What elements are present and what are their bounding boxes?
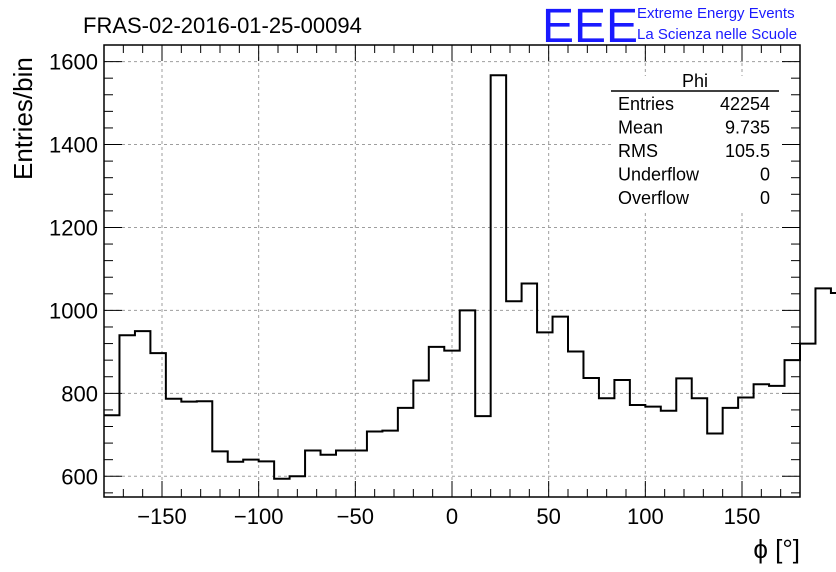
histogram-bin bbox=[413, 380, 428, 497]
stats-row-label: Overflow bbox=[618, 188, 690, 208]
histogram-bin bbox=[614, 380, 629, 497]
histogram-bin bbox=[104, 415, 119, 497]
grid-lines bbox=[104, 45, 800, 497]
histogram-bin bbox=[166, 399, 181, 497]
logo-line-2: La Scienza nelle Scuole bbox=[637, 26, 797, 43]
stats-row-value: 105.5 bbox=[725, 141, 770, 161]
histogram-bin bbox=[645, 407, 660, 497]
histogram-bin bbox=[506, 301, 521, 497]
histogram-bin bbox=[738, 397, 753, 497]
stats-row-label: Underflow bbox=[618, 165, 700, 185]
histogram-bin bbox=[460, 310, 475, 497]
x-axis-title: ϕ [°] bbox=[753, 534, 800, 564]
histogram-bin bbox=[475, 416, 490, 497]
histogram-bin bbox=[181, 402, 196, 497]
histogram-bin bbox=[800, 344, 815, 497]
stats-box-background bbox=[611, 76, 779, 210]
x-tick-label: −100 bbox=[234, 504, 284, 529]
histogram-bin bbox=[367, 431, 382, 497]
histogram-bin bbox=[723, 408, 738, 497]
histogram-bin bbox=[815, 288, 830, 497]
histogram-bin bbox=[398, 408, 413, 497]
x-tick-label: −150 bbox=[137, 504, 187, 529]
y-tick-label: 600 bbox=[61, 464, 98, 489]
y-axis-title: Entries/bin bbox=[8, 57, 38, 180]
histogram-bin bbox=[382, 431, 397, 497]
chart-title: FRAS-02-2016-01-25-00094 bbox=[83, 13, 362, 38]
histogram-bin bbox=[119, 335, 134, 497]
histogram-bars bbox=[104, 74, 836, 497]
histogram-bin bbox=[676, 378, 691, 497]
y-tick-label: 1000 bbox=[49, 298, 98, 323]
histogram-bin bbox=[692, 398, 707, 497]
histogram-bin bbox=[630, 405, 645, 497]
stats-row-label: Entries bbox=[618, 94, 674, 114]
logo-line-1: Extreme Energy Events bbox=[637, 5, 795, 22]
histogram-bin bbox=[429, 347, 444, 497]
histogram-bin bbox=[661, 411, 676, 497]
histogram-bin bbox=[522, 283, 537, 497]
stats-row-value: 9.735 bbox=[725, 118, 770, 138]
x-tick-label: 0 bbox=[446, 504, 458, 529]
x-tick-label: 100 bbox=[627, 504, 664, 529]
stats-row-value: 42254 bbox=[720, 94, 770, 114]
y-tick-label: 1400 bbox=[49, 133, 98, 158]
histogram-bin bbox=[707, 434, 722, 497]
histogram-bin bbox=[537, 332, 552, 497]
histogram-bin bbox=[568, 351, 583, 497]
histogram-bin bbox=[243, 460, 258, 497]
stats-box: Phi Entries 42254 Mean 9.735 RMS 105.5 Underfl… bbox=[611, 71, 779, 210]
stats-row-value: 0 bbox=[760, 188, 770, 208]
y-tick-label: 800 bbox=[61, 381, 98, 406]
y-tick-label: 1600 bbox=[49, 50, 98, 75]
x-tick-label: 150 bbox=[724, 504, 761, 529]
stats-rows: Entries 42254 Mean 9.735 RMS 105.5 Underflow 0 O… bbox=[618, 94, 770, 208]
histogram-bin bbox=[259, 461, 274, 497]
histogram-bin bbox=[583, 378, 598, 497]
histogram-bin bbox=[351, 451, 366, 497]
histogram-bin bbox=[305, 451, 320, 497]
histogram-bin bbox=[599, 398, 614, 497]
stats-row-value: 0 bbox=[760, 165, 770, 185]
histogram-bin bbox=[228, 462, 243, 497]
x-axis-ticks: −150 −100 −50 0 50 100 150 bbox=[103, 45, 801, 529]
histogram-bin bbox=[754, 384, 769, 497]
y-axis-ticks: 600 800 1000 1200 1400 1600 bbox=[49, 44, 800, 494]
histogram-bin bbox=[150, 353, 165, 497]
y-tick-label: 1200 bbox=[49, 215, 98, 240]
stats-title: Phi bbox=[682, 71, 708, 91]
x-tick-label: 50 bbox=[536, 504, 560, 529]
histogram-bin bbox=[197, 401, 212, 497]
histogram-bin bbox=[769, 386, 784, 497]
x-tick-label: −50 bbox=[337, 504, 374, 529]
logo-letters: EEE bbox=[542, 0, 638, 53]
histogram-outline bbox=[104, 74, 836, 480]
histogram-bin bbox=[274, 479, 289, 497]
histogram-bin bbox=[336, 451, 351, 497]
histogram-bin bbox=[553, 317, 568, 497]
histogram-bin bbox=[491, 75, 506, 497]
eee-logo: EEE Extreme Energy Events La Scienza nel… bbox=[542, 0, 797, 53]
stats-row-label: Mean bbox=[618, 118, 663, 138]
stats-row-label: RMS bbox=[618, 141, 658, 161]
histogram-bin bbox=[831, 293, 836, 497]
histogram-bin bbox=[135, 331, 150, 497]
